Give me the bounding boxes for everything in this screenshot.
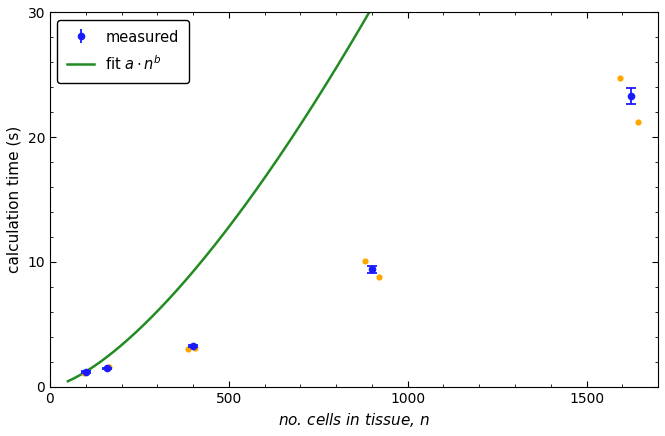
Point — [374, 274, 384, 281]
Point — [78, 369, 89, 376]
Point — [104, 364, 114, 371]
Point — [359, 257, 370, 264]
Point — [190, 344, 200, 351]
Legend: measured, fit $a \cdot n^b$: measured, fit $a \cdot n^b$ — [57, 20, 189, 83]
Point — [633, 119, 644, 126]
X-axis label: no. cells in tissue, $n$: no. cells in tissue, $n$ — [278, 411, 430, 429]
Point — [182, 345, 193, 352]
Point — [615, 75, 626, 82]
Y-axis label: calculation time (s): calculation time (s) — [7, 126, 22, 273]
